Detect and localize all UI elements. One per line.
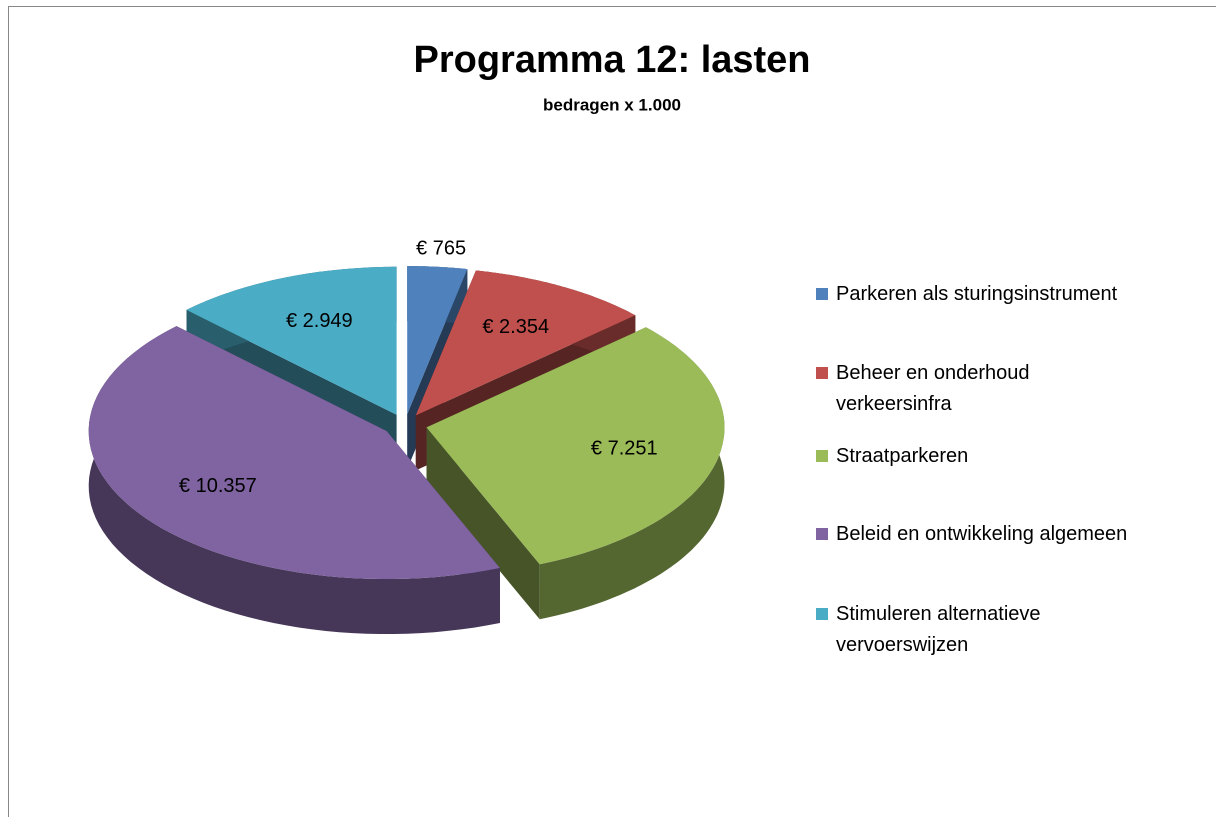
- legend-label: Beheer en onderhoud verkeersinfra: [836, 362, 1030, 415]
- chart-subtitle: bedragen x 1.000: [543, 95, 681, 114]
- slice: [186, 266, 397, 415]
- data-label: € 10.357: [179, 475, 257, 497]
- legend-item: Straatparkeren: [816, 444, 1148, 472]
- legend-label: Parkeren als sturingsinstrument: [836, 283, 1118, 305]
- data-label: € 7.251: [591, 438, 658, 460]
- slice: [88, 326, 500, 579]
- legend-swatch: [816, 288, 828, 300]
- data-label: € 765: [416, 237, 466, 259]
- legend-item: Beleid en ontwikkeling algemeen: [816, 522, 1148, 550]
- slice: [407, 266, 468, 415]
- data-label: € 2.354: [482, 316, 549, 338]
- legend-swatch: [816, 528, 828, 540]
- data-label: € 2.949: [286, 310, 353, 332]
- legend-swatch: [816, 450, 828, 462]
- pie: [88, 266, 725, 634]
- legend-label: Beleid en ontwikkeling algemeen: [836, 523, 1128, 545]
- legend-item: Parkeren als sturingsinstrument: [816, 282, 1148, 310]
- slice: [426, 327, 725, 565]
- slice-side: [426, 427, 540, 620]
- chart-title: Programma 12: lasten: [413, 39, 810, 81]
- slice: [415, 270, 636, 416]
- slice-side: [88, 326, 500, 634]
- legend-swatch: [816, 608, 828, 620]
- legend-label: Stimuleren alternatieve vervoerswijzen: [836, 603, 1041, 656]
- legend-label: Straatparkeren: [836, 445, 969, 467]
- legend-item: Stimuleren alternatieve vervoerswijzen: [816, 602, 1148, 661]
- legend-item: Beheer en onderhoud verkeersinfra: [816, 361, 1148, 420]
- legend-swatch: [816, 367, 828, 379]
